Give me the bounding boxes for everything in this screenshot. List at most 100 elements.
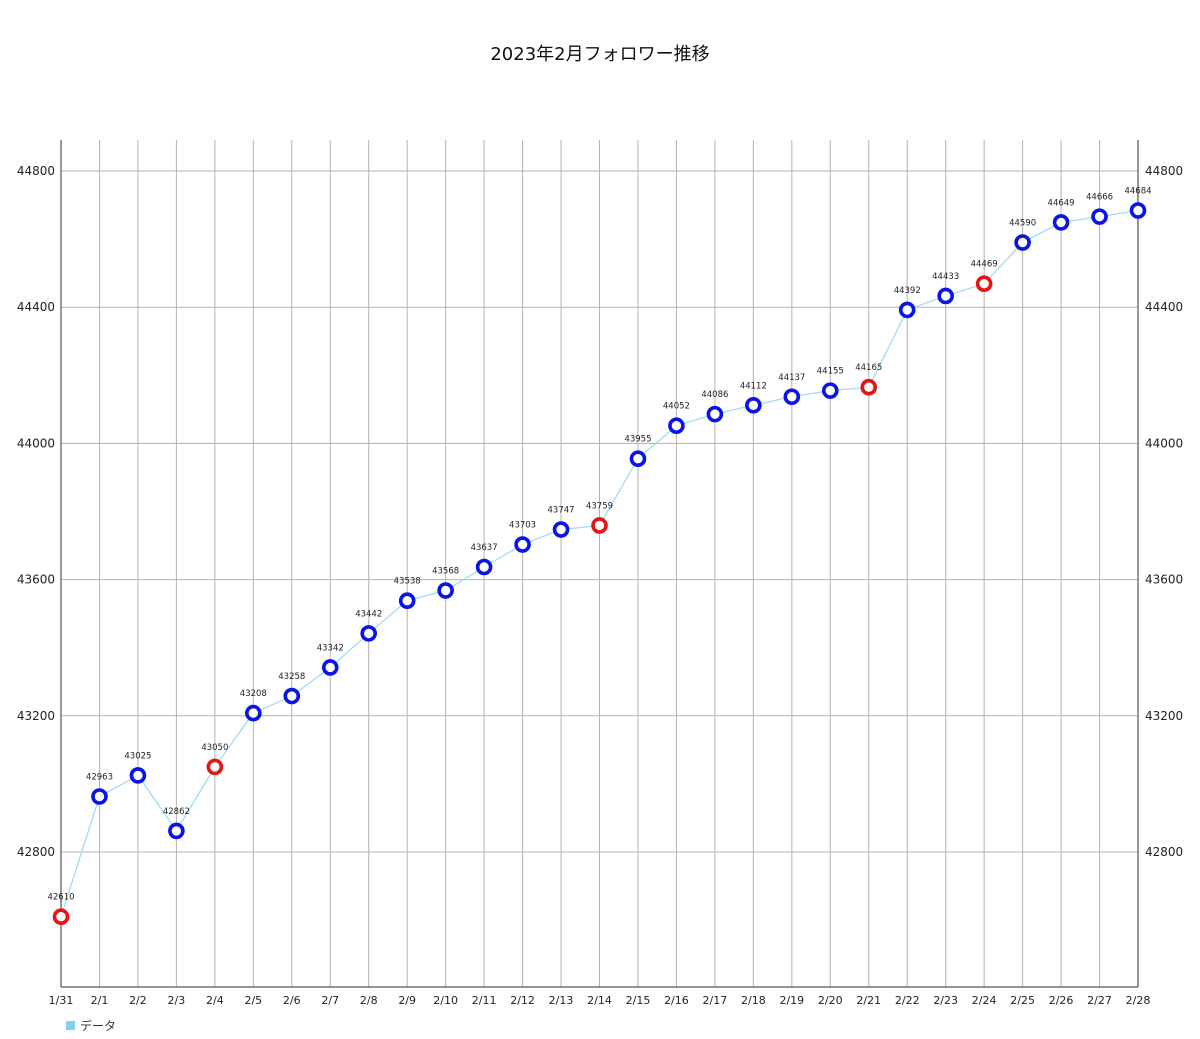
data-point [437, 582, 454, 599]
data-point [591, 517, 608, 534]
data-point [1129, 202, 1147, 219]
data-point [283, 687, 301, 705]
data-label: 44165 [855, 363, 882, 373]
y-tick-label-left: 43600 [17, 573, 55, 587]
legend-swatch [66, 1021, 75, 1030]
x-tick-label: 2/26 [1049, 994, 1074, 1007]
data-label: 43342 [317, 643, 344, 653]
x-tick-label: 2/11 [472, 994, 497, 1007]
data-label: 43208 [240, 689, 267, 699]
data-point [475, 558, 493, 576]
y-tick-label-right: 44400 [1145, 300, 1183, 314]
legend-label: データ [80, 1019, 117, 1033]
x-tick-label: 2/22 [895, 994, 920, 1007]
data-label: 42610 [47, 893, 74, 903]
data-point [898, 301, 916, 319]
data-point [668, 417, 685, 434]
x-tick-label: 2/19 [779, 994, 804, 1007]
chart-title: 2023年2月フォロワー推移 [490, 44, 710, 65]
y-tick-label-right: 43200 [1145, 709, 1183, 723]
data-label: 43442 [355, 609, 382, 619]
data-label: 42963 [86, 772, 113, 782]
x-tick-label: 2/13 [549, 994, 574, 1007]
y-tick-label-left: 44800 [17, 164, 55, 178]
x-tick-label: 2/20 [818, 994, 843, 1007]
x-tick-label: 2/7 [321, 994, 339, 1007]
data-label: 44469 [971, 260, 998, 270]
x-tick-label: 2/12 [510, 994, 535, 1007]
y-tick-label-right: 44000 [1145, 436, 1183, 450]
data-point [360, 625, 378, 642]
x-tick-label: 2/14 [587, 994, 612, 1007]
y-tick-label-right: 43600 [1145, 573, 1183, 587]
data-label: 44052 [663, 402, 690, 412]
data-label: 44666 [1086, 193, 1113, 203]
data-label: 44684 [1124, 186, 1151, 196]
data-point [129, 767, 147, 784]
data-point [168, 822, 185, 840]
data-point [321, 659, 339, 676]
data-label: 42862 [163, 807, 190, 817]
x-tick-label: 2/28 [1126, 994, 1151, 1007]
data-label: 43258 [278, 672, 305, 682]
data-label: 44392 [894, 286, 921, 296]
data-label: 43025 [124, 751, 151, 761]
y-tick-label-right: 42800 [1145, 845, 1183, 859]
x-tick-label: 2/6 [283, 994, 301, 1007]
data-point [398, 592, 416, 610]
data-label: 44086 [701, 390, 728, 400]
x-tick-label: 2/9 [398, 994, 416, 1007]
x-tick-label: 2/17 [703, 994, 728, 1007]
x-tick-label: 2/25 [1010, 994, 1035, 1007]
x-tick-label: 2/24 [972, 994, 997, 1007]
y-tick-label-left: 42800 [17, 845, 55, 859]
data-label: 44433 [932, 272, 959, 282]
grid [60, 140, 1139, 987]
data-point [91, 788, 108, 805]
x-tick-label: 2/18 [741, 994, 766, 1007]
data-label: 44137 [778, 373, 805, 383]
data-label: 43568 [432, 566, 459, 576]
y-tick-label-left: 44000 [17, 436, 55, 450]
x-tick-label: 2/8 [360, 994, 378, 1007]
y-tick-label-left: 44400 [17, 300, 55, 314]
x-tick-label: 2/16 [664, 994, 689, 1007]
data-point [245, 704, 262, 722]
data-point [937, 287, 954, 305]
x-tick-label: 2/1 [91, 994, 109, 1007]
x-tick-label: 2/23 [933, 994, 958, 1007]
y-tick-label-right: 44800 [1145, 164, 1183, 178]
data-label: 44590 [1009, 219, 1036, 229]
data-point [975, 275, 993, 293]
data-label: 44155 [817, 367, 844, 377]
data-label: 43747 [548, 506, 575, 516]
data-point [706, 405, 724, 423]
data-label: 43637 [471, 543, 498, 553]
data-label: 43703 [509, 521, 536, 531]
x-tick-label: 2/3 [168, 994, 186, 1007]
data-point [860, 378, 878, 396]
x-tick-label: 1/31 [49, 994, 74, 1007]
data-point [1014, 234, 1031, 251]
x-tick-label: 2/10 [433, 994, 458, 1007]
data-point [52, 908, 70, 925]
data-point [629, 450, 647, 468]
data-label: 44112 [740, 381, 767, 391]
data-point [1091, 208, 1108, 225]
x-tick-label: 2/4 [206, 994, 224, 1007]
axes [60, 140, 1139, 988]
data-label: 44649 [1048, 198, 1075, 208]
data-point [206, 758, 224, 776]
data-point [1052, 214, 1070, 231]
x-tick-label: 2/15 [626, 994, 651, 1007]
legend: データ [66, 1017, 116, 1034]
data-label: 43538 [394, 577, 421, 587]
data-point [821, 382, 839, 399]
x-tick-label: 2/5 [244, 994, 262, 1007]
x-tick-label: 2/21 [856, 994, 881, 1007]
data-labels: 42610 42963 43025 42862 43050 43208 43258 43342… [47, 186, 1151, 902]
data-point [514, 536, 531, 553]
x-tick-label: 2/2 [129, 994, 147, 1007]
data-label: 43759 [586, 501, 613, 511]
